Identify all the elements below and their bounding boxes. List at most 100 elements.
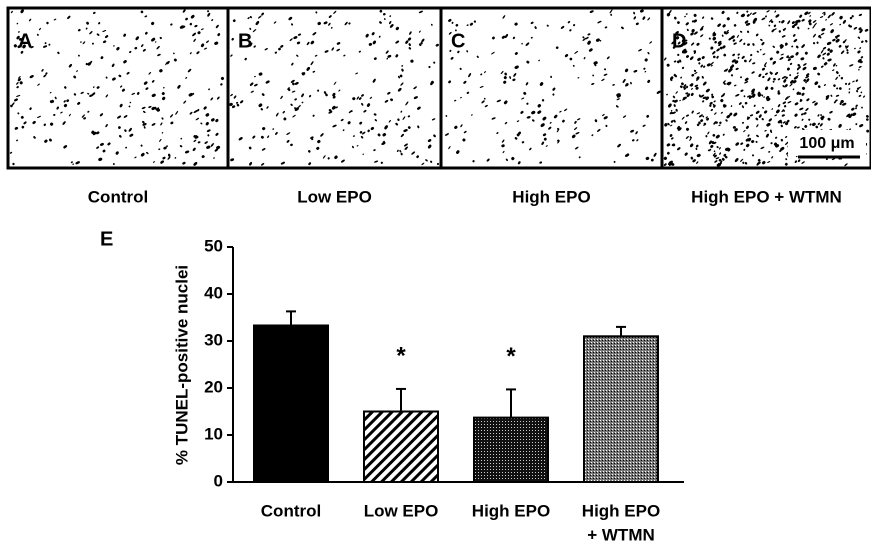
nucleus xyxy=(835,76,838,80)
nucleus xyxy=(381,142,386,145)
nucleus xyxy=(630,81,632,85)
nucleus xyxy=(89,31,93,35)
nucleus xyxy=(606,56,610,60)
nucleus xyxy=(121,88,126,92)
nucleus xyxy=(501,144,505,148)
nucleus xyxy=(710,108,714,112)
nucleus xyxy=(805,75,810,79)
nucleus xyxy=(552,93,555,96)
nucleus xyxy=(179,145,183,148)
nucleus xyxy=(666,63,670,67)
nucleus xyxy=(151,80,155,83)
nucleus xyxy=(757,161,761,165)
nucleus xyxy=(677,147,681,151)
nucleus xyxy=(428,65,431,69)
nucleus xyxy=(711,95,715,99)
nucleus xyxy=(621,26,624,30)
nucleus xyxy=(292,82,295,86)
nucleus xyxy=(647,51,650,55)
nucleus xyxy=(395,26,399,31)
nucleus xyxy=(512,36,516,40)
nucleus xyxy=(290,103,293,106)
nucleus xyxy=(325,93,328,97)
nucleus xyxy=(250,90,254,93)
nucleus xyxy=(541,99,545,102)
nucleus xyxy=(804,124,808,128)
y-axis-label: % TUNEL-positive nuclei xyxy=(172,265,191,465)
nucleus xyxy=(556,128,560,133)
nucleus xyxy=(866,129,870,133)
nucleus xyxy=(712,133,716,137)
nucleus xyxy=(503,100,508,105)
nucleus xyxy=(694,31,698,35)
nucleus xyxy=(151,21,155,26)
nucleus xyxy=(748,95,753,99)
nucleus xyxy=(857,50,861,54)
nucleus xyxy=(838,123,842,128)
nucleus xyxy=(730,105,733,107)
nucleus xyxy=(479,85,484,88)
nucleus xyxy=(436,162,440,166)
nucleus xyxy=(700,119,704,123)
nucleus xyxy=(761,41,765,46)
nucleus xyxy=(430,160,433,163)
nucleus xyxy=(853,26,858,30)
nucleus xyxy=(351,145,354,149)
nucleus xyxy=(377,133,381,137)
nucleus xyxy=(714,160,718,163)
nucleus xyxy=(550,75,553,78)
nucleus xyxy=(819,123,823,127)
nucleus xyxy=(751,154,755,157)
y-tick-label: 10 xyxy=(204,424,223,443)
nucleus xyxy=(22,44,26,49)
nucleus xyxy=(73,75,77,79)
nucleus xyxy=(622,78,626,84)
nucleus xyxy=(849,128,851,131)
nucleus xyxy=(496,99,502,103)
nucleus xyxy=(782,101,787,105)
nucleus xyxy=(336,48,341,52)
nucleus xyxy=(472,160,475,163)
nucleus xyxy=(679,85,683,89)
nucleus xyxy=(838,74,841,77)
nucleus xyxy=(812,42,816,45)
nucleus xyxy=(11,102,15,107)
bar xyxy=(253,324,329,483)
nucleus xyxy=(801,128,805,131)
nucleus xyxy=(105,123,108,128)
nucleus xyxy=(642,124,646,127)
nucleus xyxy=(175,110,179,115)
nucleus xyxy=(193,38,196,42)
nucleus xyxy=(205,113,210,117)
nucleus xyxy=(156,108,161,112)
nucleus xyxy=(207,134,210,137)
nucleus xyxy=(17,45,21,49)
nucleus xyxy=(864,28,869,32)
nucleus xyxy=(387,91,391,95)
nucleus xyxy=(49,122,54,126)
nucleus xyxy=(780,146,785,151)
nucleus xyxy=(229,102,233,107)
nucleus xyxy=(192,32,197,37)
nucleus xyxy=(739,38,743,43)
nucleus xyxy=(767,160,771,164)
nucleus xyxy=(745,125,749,129)
nucleus xyxy=(195,117,200,121)
nucleus xyxy=(148,105,152,109)
nucleus xyxy=(753,104,756,107)
panel-label: C xyxy=(451,30,465,52)
nucleus xyxy=(181,25,186,29)
nucleus xyxy=(420,41,423,45)
nucleus xyxy=(526,60,530,64)
nucleus xyxy=(719,161,722,165)
nucleus xyxy=(140,152,145,157)
nucleus xyxy=(664,123,668,127)
nucleus xyxy=(341,159,345,163)
nucleus xyxy=(403,143,408,147)
nucleus xyxy=(264,48,268,51)
nucleus xyxy=(785,136,788,138)
nucleus xyxy=(166,145,168,148)
nucleus xyxy=(291,90,296,93)
nucleus xyxy=(666,143,671,147)
nucleus xyxy=(707,131,710,135)
